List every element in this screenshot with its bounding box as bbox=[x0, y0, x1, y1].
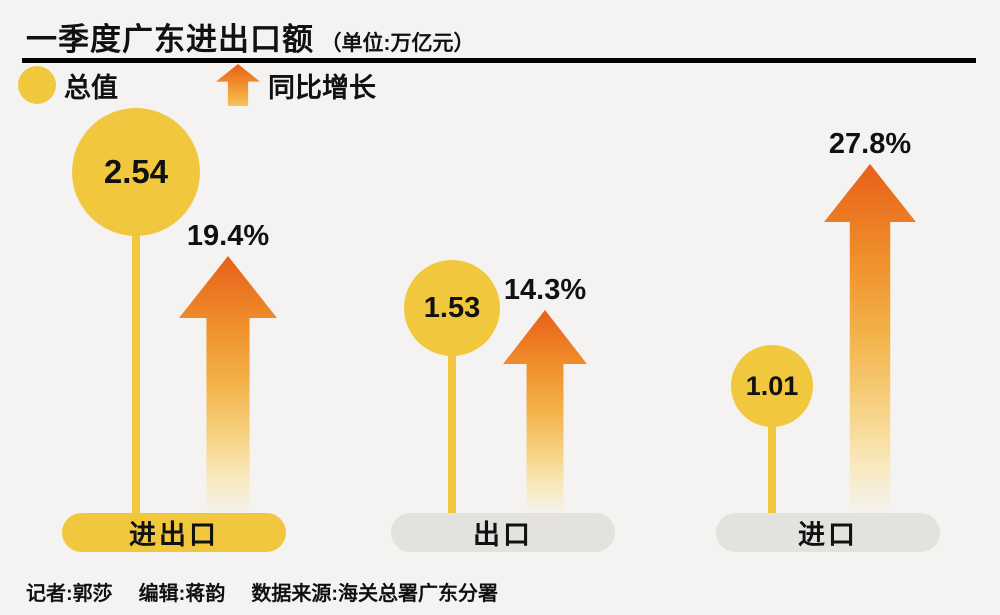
growth-pct-export: 14.3% bbox=[503, 274, 587, 306]
footer-editor: 编辑:蒋韵 bbox=[138, 583, 226, 605]
title-underline bbox=[22, 58, 976, 63]
legend-circle-label: 总值 bbox=[64, 72, 118, 103]
footer-source: 数据来源:海关总署广东分署 bbox=[251, 583, 499, 605]
title-unit: （单位:万亿元） bbox=[320, 32, 475, 55]
bubble-stem-import-export bbox=[132, 170, 140, 532]
growth-arrow-import bbox=[824, 164, 916, 516]
category-pill-export: 出口 bbox=[391, 513, 615, 552]
bubble-stem-export bbox=[448, 300, 456, 532]
category-pill-import-export: 进出口 bbox=[62, 513, 286, 552]
legend-arrow-icon bbox=[216, 64, 260, 106]
growth-pct-import: 27.8% bbox=[828, 128, 912, 160]
bubble-stem-import bbox=[768, 380, 776, 532]
growth-arrow-export bbox=[503, 310, 587, 516]
value-bubble-export: 1.53 bbox=[404, 260, 500, 356]
category-pill-import: 进口 bbox=[716, 513, 940, 552]
title-main: 一季度广东进出口额 bbox=[26, 22, 314, 57]
growth-arrow-import-export bbox=[179, 256, 277, 516]
value-bubble-import-export: 2.54 bbox=[72, 108, 200, 236]
page-title: 一季度广东进出口额 （单位:万亿元） bbox=[26, 14, 474, 59]
legend-circle-icon bbox=[18, 66, 56, 104]
legend: 总值 同比增长 bbox=[18, 64, 376, 106]
footer-credits: 记者:郭莎 编辑:蒋韵 数据来源:海关总署广东分署 bbox=[26, 577, 498, 606]
legend-arrow-label: 同比增长 bbox=[268, 72, 376, 103]
footer-reporter: 记者:郭莎 bbox=[26, 583, 113, 605]
growth-pct-import-export: 19.4% bbox=[186, 220, 270, 252]
value-bubble-import: 1.01 bbox=[731, 345, 813, 427]
